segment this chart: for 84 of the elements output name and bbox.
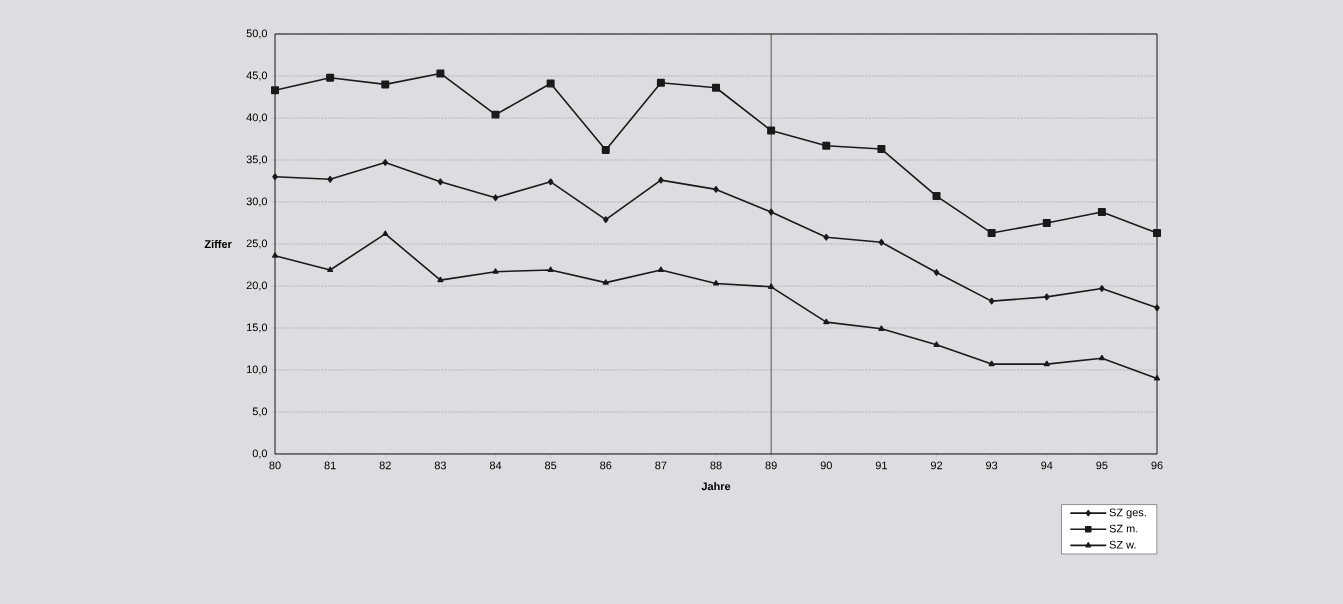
x-tick-label: 85 bbox=[545, 461, 557, 470]
point bbox=[437, 178, 444, 186]
x-tick-label: 93 bbox=[986, 461, 998, 470]
point bbox=[768, 208, 774, 216]
point bbox=[1153, 229, 1162, 238]
x-tick-label: 89 bbox=[765, 461, 777, 470]
point bbox=[658, 176, 664, 184]
x-axis-title: Jahre bbox=[701, 482, 731, 491]
point bbox=[933, 269, 940, 276]
point bbox=[436, 69, 445, 78]
legend-label: SZ ges. bbox=[1109, 508, 1146, 519]
point bbox=[327, 175, 333, 183]
point bbox=[988, 360, 995, 367]
legend-label: SZ m. bbox=[1109, 524, 1138, 533]
point bbox=[271, 86, 280, 95]
y-tick-label: 50,0 bbox=[246, 29, 268, 39]
point bbox=[272, 173, 278, 181]
x-tick-label: 90 bbox=[820, 461, 832, 470]
y-tick-label: 5,0 bbox=[252, 407, 268, 417]
x-tick-label: 86 bbox=[600, 461, 612, 470]
point bbox=[878, 325, 885, 331]
point bbox=[1044, 293, 1050, 301]
point bbox=[603, 216, 609, 224]
point bbox=[382, 230, 389, 236]
point bbox=[932, 192, 941, 201]
y-tick-label: 20,0 bbox=[246, 281, 268, 291]
point bbox=[1154, 304, 1160, 312]
point bbox=[546, 79, 555, 88]
point bbox=[1042, 218, 1051, 227]
point bbox=[547, 178, 554, 186]
y-tick-label: 0,0 bbox=[252, 449, 268, 459]
point bbox=[381, 80, 390, 89]
point bbox=[768, 283, 775, 289]
point bbox=[1097, 208, 1106, 217]
point bbox=[602, 279, 609, 285]
point bbox=[326, 73, 335, 82]
point bbox=[327, 266, 334, 273]
point bbox=[382, 159, 389, 166]
x-tick-label: 80 bbox=[269, 461, 281, 470]
point bbox=[987, 229, 996, 238]
point bbox=[822, 141, 831, 150]
point bbox=[1043, 360, 1050, 367]
point bbox=[712, 83, 721, 92]
point bbox=[1098, 354, 1105, 361]
point bbox=[437, 276, 444, 283]
point bbox=[878, 238, 885, 246]
point bbox=[933, 341, 940, 347]
legend-label: SZ w. bbox=[1109, 540, 1136, 549]
point bbox=[492, 268, 499, 274]
y-tick-label: 45,0 bbox=[246, 71, 268, 81]
point bbox=[491, 110, 500, 119]
y-tick-label: 30,0 bbox=[246, 197, 268, 207]
point bbox=[1153, 374, 1161, 381]
x-tick-label: 83 bbox=[434, 461, 446, 470]
x-tick-label: 88 bbox=[710, 461, 722, 470]
y-tick-label: 25,0 bbox=[246, 239, 268, 249]
point bbox=[823, 233, 830, 241]
x-tick-label: 91 bbox=[875, 461, 887, 470]
x-tick-label: 92 bbox=[930, 461, 943, 470]
point bbox=[767, 126, 776, 135]
y-tick-label: 15,0 bbox=[247, 323, 268, 333]
point bbox=[492, 194, 499, 202]
y-tick-label: 10,0 bbox=[247, 365, 268, 375]
x-tick-label: 94 bbox=[1041, 461, 1053, 470]
point bbox=[988, 297, 995, 305]
point bbox=[712, 280, 720, 286]
point bbox=[713, 185, 719, 193]
x-tick-label: 87 bbox=[655, 461, 667, 470]
point bbox=[657, 266, 664, 273]
point bbox=[271, 252, 279, 258]
y-tick-label: 40,0 bbox=[246, 113, 268, 123]
x-tick-label: 82 bbox=[379, 461, 391, 470]
x-tick-label: 95 bbox=[1096, 461, 1108, 470]
point bbox=[547, 266, 554, 273]
x-tick-label: 84 bbox=[489, 461, 502, 470]
x-tick-label: 81 bbox=[324, 461, 336, 470]
y-axis-title: Ziffer bbox=[204, 239, 232, 249]
point bbox=[601, 145, 610, 154]
x-tick-label: 96 bbox=[1151, 461, 1163, 470]
point bbox=[877, 145, 886, 154]
y-tick-label: 35,0 bbox=[246, 155, 268, 165]
point bbox=[1099, 285, 1105, 292]
point bbox=[823, 318, 830, 325]
point bbox=[656, 78, 665, 87]
